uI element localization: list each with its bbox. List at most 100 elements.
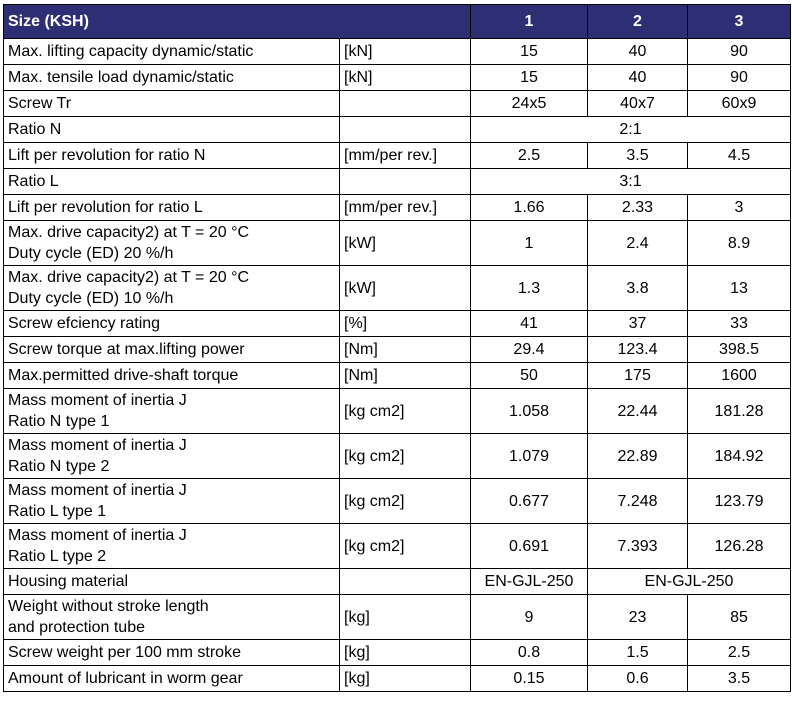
value-size-1: EN-GJL-250 [470,568,588,595]
row-label: Screw weight per 100 mm stroke [3,639,340,666]
row-label: Max. tensile load dynamic/static [3,64,340,91]
value-size-1: 50 [470,362,588,389]
value-size-3: 60x9 [687,90,791,117]
table-row: Amount of lubricant in worm gear [kg] 0.… [3,665,791,692]
value-size-2: 37 [587,310,688,337]
row-label: Ratio N [3,116,340,143]
table-row: Screw efciency rating [%] 41 37 33 [3,310,791,337]
table-row: Mass moment of inertia J Ratio L type 1 … [3,478,791,524]
row-unit [339,116,471,143]
value-size-2: 22.89 [587,433,688,479]
row-unit: [kg cm2] [339,388,471,434]
row-label: Ratio L [3,168,340,195]
header-row: Size (KSH) 1 2 3 [3,4,791,39]
value-size-3: 4.5 [687,142,791,169]
value-size-2: 23 [587,594,688,640]
value-all-sizes: 3:1 [470,168,791,195]
row-label: Mass moment of inertia J Ratio N type 2 [3,433,340,479]
row-unit: [kg] [339,639,471,666]
value-size-3: 398.5 [687,336,791,363]
size-1-header: 1 [470,4,588,39]
table-row: Ratio L 3:1 [3,168,791,195]
row-label: Amount of lubricant in worm gear [3,665,340,692]
row-unit: [kg cm2] [339,433,471,479]
value-size-1: 1.66 [470,194,588,221]
table-row: Ratio N 2:1 [3,116,791,143]
value-size-3: 85 [687,594,791,640]
value-size-3: 33 [687,310,791,337]
value-size-3: 90 [687,64,791,91]
size-2-header: 2 [587,4,688,39]
value-size-1: 0.691 [470,523,588,569]
value-size-3: 123.79 [687,478,791,524]
value-all-sizes: 2:1 [470,116,791,143]
row-label: Mass moment of inertia J Ratio N type 1 [3,388,340,434]
row-unit: [Nm] [339,362,471,389]
row-unit: [kg cm2] [339,478,471,524]
row-label: Lift per revolution for ratio L [3,194,340,221]
value-size-2: 40 [587,64,688,91]
table-row: Lift per revolution for ratio N [mm/per … [3,142,791,169]
row-label: Mass moment of inertia J Ratio L type 1 [3,478,340,524]
value-size-1: 2.5 [470,142,588,169]
row-unit: [mm/per rev.] [339,142,471,169]
row-label: Max. drive capacity2) at T = 20 °C Duty … [3,220,340,266]
table-row: Max. drive capacity2) at T = 20 °C Duty … [3,220,791,266]
value-size-3: 181.28 [687,388,791,434]
row-label: Lift per revolution for ratio N [3,142,340,169]
value-size-2: 3.5 [587,142,688,169]
value-size-1: 0.15 [470,665,588,692]
row-label: Mass moment of inertia J Ratio L type 2 [3,523,340,569]
row-unit: [kW] [339,220,471,266]
value-size-1: 0.8 [470,639,588,666]
value-size-1: 1 [470,220,588,266]
row-unit: [kg cm2] [339,523,471,569]
size-3-header: 3 [687,4,791,39]
value-size-2: 3.8 [587,265,688,311]
row-label: Screw torque at max.lifting power [3,336,340,363]
value-size-1: 29.4 [470,336,588,363]
value-size-2: 2.33 [587,194,688,221]
table-row: Max.permitted drive-shaft torque [Nm] 50… [3,362,791,389]
row-label: Housing material [3,568,340,595]
row-unit: [%] [339,310,471,337]
row-unit [339,568,471,595]
row-label: Max. lifting capacity dynamic/static [3,38,340,65]
value-size-2: 7.393 [587,523,688,569]
value-size-3: 8.9 [687,220,791,266]
row-unit: [kg] [339,594,471,640]
row-unit: [kN] [339,64,471,91]
row-unit: [kg] [339,665,471,692]
value-size-2: 1.5 [587,639,688,666]
value-size-1: 15 [470,38,588,65]
row-label: Screw efciency rating [3,310,340,337]
row-label: Screw Tr [3,90,340,117]
value-size-2: 0.6 [587,665,688,692]
row-unit: [kN] [339,38,471,65]
value-size-3: 2.5 [687,639,791,666]
table-row: Max. tensile load dynamic/static [kN] 15… [3,64,791,91]
value-size-3: 3.5 [687,665,791,692]
size-header: Size (KSH) [3,4,471,39]
table-row: Mass moment of inertia J Ratio N type 1 … [3,388,791,434]
row-label: Weight without stroke length and protect… [3,594,340,640]
table-row: Screw torque at max.lifting power [Nm] 2… [3,336,791,363]
row-label: Max.permitted drive-shaft torque [3,362,340,389]
table-row: Mass moment of inertia J Ratio L type 2 … [3,523,791,569]
value-size-2: 175 [587,362,688,389]
value-size-3: 184.92 [687,433,791,479]
table-row: Weight without stroke length and protect… [3,594,791,640]
value-size-3: 126.28 [687,523,791,569]
value-size-3: 90 [687,38,791,65]
row-unit: [mm/per rev.] [339,194,471,221]
value-size-3: 3 [687,194,791,221]
table-row: Max. drive capacity2) at T = 20 °C Duty … [3,265,791,311]
value-size-2: 7.248 [587,478,688,524]
value-size-2: 40 [587,38,688,65]
row-unit [339,168,471,195]
table-row: Mass moment of inertia J Ratio N type 2 … [3,433,791,479]
value-size-3: 1600 [687,362,791,389]
value-size-2: 40x7 [587,90,688,117]
value-size-2-3: EN-GJL-250 [587,568,791,595]
value-size-1: 15 [470,64,588,91]
